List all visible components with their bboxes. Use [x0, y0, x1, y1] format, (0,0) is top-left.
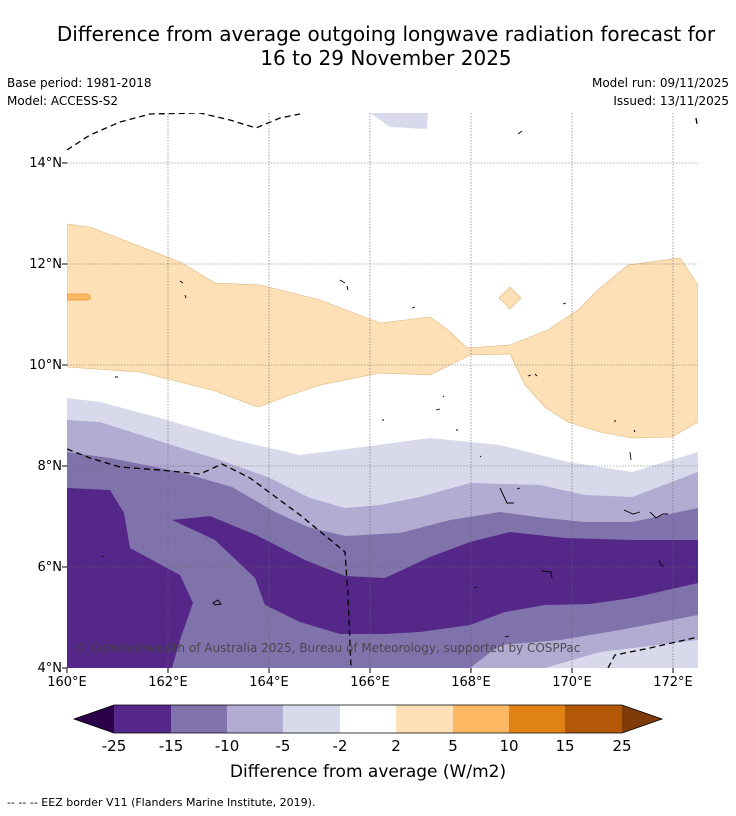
island-marker-18 [101, 455, 482, 558]
colorbar-segment-5-10 [453, 705, 509, 733]
lon-label-160e: 160°E [47, 675, 87, 690]
model-run: Model run: 09/11/2025 [591, 76, 729, 90]
lon-label-164e: 164°E [249, 675, 289, 690]
colorbar-tick-10: 10 [499, 737, 519, 755]
island-marker-8 [499, 487, 521, 504]
base-period: Base period: 1981-2018 [7, 76, 152, 90]
lat-label-12n: 12°N [29, 257, 62, 272]
positive-anomaly-region [67, 223, 698, 439]
colorbar-segment-n5-n2 [283, 705, 340, 733]
colorbar-title: Difference from average (W/m2) [229, 762, 507, 782]
colorbar-segment-2-5 [396, 705, 453, 733]
lat-label-8n: 8°N [37, 459, 63, 474]
negative-band-very-strong-central [172, 516, 698, 634]
colorbar-segment-15-25 [565, 705, 622, 733]
eez-borders [67, 113, 698, 668]
copyright-notice: © Commonwealth of Australia 2025, Bureau… [75, 641, 581, 655]
colorbar-segment-n25-n15 [114, 705, 171, 733]
island-marker-12 [212, 599, 222, 606]
lat-label-4n: 4°N [37, 661, 63, 676]
lat-label-6n: 6°N [37, 560, 63, 575]
colorbar-tick-15: 15 [555, 737, 575, 755]
lon-label-162e: 162°E [148, 675, 188, 690]
colorbar-tick-n10: -10 [214, 737, 240, 755]
island-marker-15 [629, 451, 632, 461]
chart-title: Difference from average outgoing longwav… [20, 22, 736, 70]
eez-legend-note: -- -- -- EEZ border V11 (Flanders Marine… [7, 796, 316, 809]
colorbar-arrow-high [622, 705, 662, 733]
colorbar-segment-n15-n10 [171, 705, 227, 733]
colorbar [72, 704, 664, 734]
island-marker-6 [527, 373, 538, 377]
island-marker-9 [623, 509, 668, 519]
lon-gridlines [167, 113, 674, 668]
colorbar-tick-n25: -25 [101, 737, 127, 755]
colorbar-tick-n2: -2 [332, 737, 348, 755]
colorbar-tick-25: 25 [612, 737, 632, 755]
lon-label-168e: 168°E [451, 675, 491, 690]
title-line-2: 16 to 29 November 2025 [260, 46, 512, 70]
island-marker-3 [517, 130, 523, 135]
colorbar-tick-n15: -15 [158, 737, 184, 755]
colorbar-outline [72, 704, 664, 734]
lon-label-172e: 172°E [653, 675, 693, 690]
island-marker-2 [179, 280, 187, 299]
colorbar-tick-2: 2 [391, 737, 401, 755]
title-line-1: Difference from average outgoing longwav… [56, 22, 716, 46]
colorbar-arrow-low [74, 705, 114, 733]
island-marker-11 [541, 570, 553, 579]
island-marker-14 [473, 586, 478, 589]
eez-border-central [67, 448, 352, 668]
lat-label-10n: 10°N [29, 358, 62, 373]
island-marker-7 [435, 395, 445, 411]
strong-positive-patch [67, 293, 92, 301]
island-marker-17 [115, 376, 458, 431]
island-marker-4 [411, 306, 416, 309]
map-plot-area [67, 113, 698, 668]
lon-label-170e: 170°E [552, 675, 592, 690]
islands [101, 130, 668, 638]
lat-gridlines [67, 162, 698, 568]
island-marker-5 [562, 302, 567, 305]
positive-diamond-patch [498, 286, 522, 310]
island-marker-13 [504, 635, 510, 638]
colorbar-tick-n5: -5 [275, 737, 291, 755]
meta-left: Base period: 1981-2018 Model: ACCESS-S2 [7, 74, 152, 110]
colorbar-segment-n2-2 [340, 705, 396, 733]
colorbar-segment-10-15 [509, 705, 565, 733]
model-name: Model: ACCESS-S2 [7, 94, 119, 108]
eez-border-northeast [695, 117, 698, 125]
eez-border-southeast [607, 636, 698, 668]
negative-band-very-strong [67, 488, 193, 668]
meta-right: Model run: 09/11/2025 Issued: 13/11/2025 [592, 74, 729, 110]
axis-ticks [62, 162, 674, 673]
issued-date: Issued: 13/11/2025 [613, 94, 729, 108]
colorbar-tick-5: 5 [448, 737, 458, 755]
negative-patch-top [370, 113, 428, 129]
lat-label-14n: 14°N [29, 156, 62, 171]
lon-label-166e: 166°E [350, 675, 390, 690]
island-marker-16 [614, 420, 636, 433]
negative-band-strong [67, 452, 698, 668]
island-marker-1 [339, 279, 349, 291]
island-marker-10 [658, 559, 665, 567]
colorbar-segment-n10-n5 [227, 705, 283, 733]
